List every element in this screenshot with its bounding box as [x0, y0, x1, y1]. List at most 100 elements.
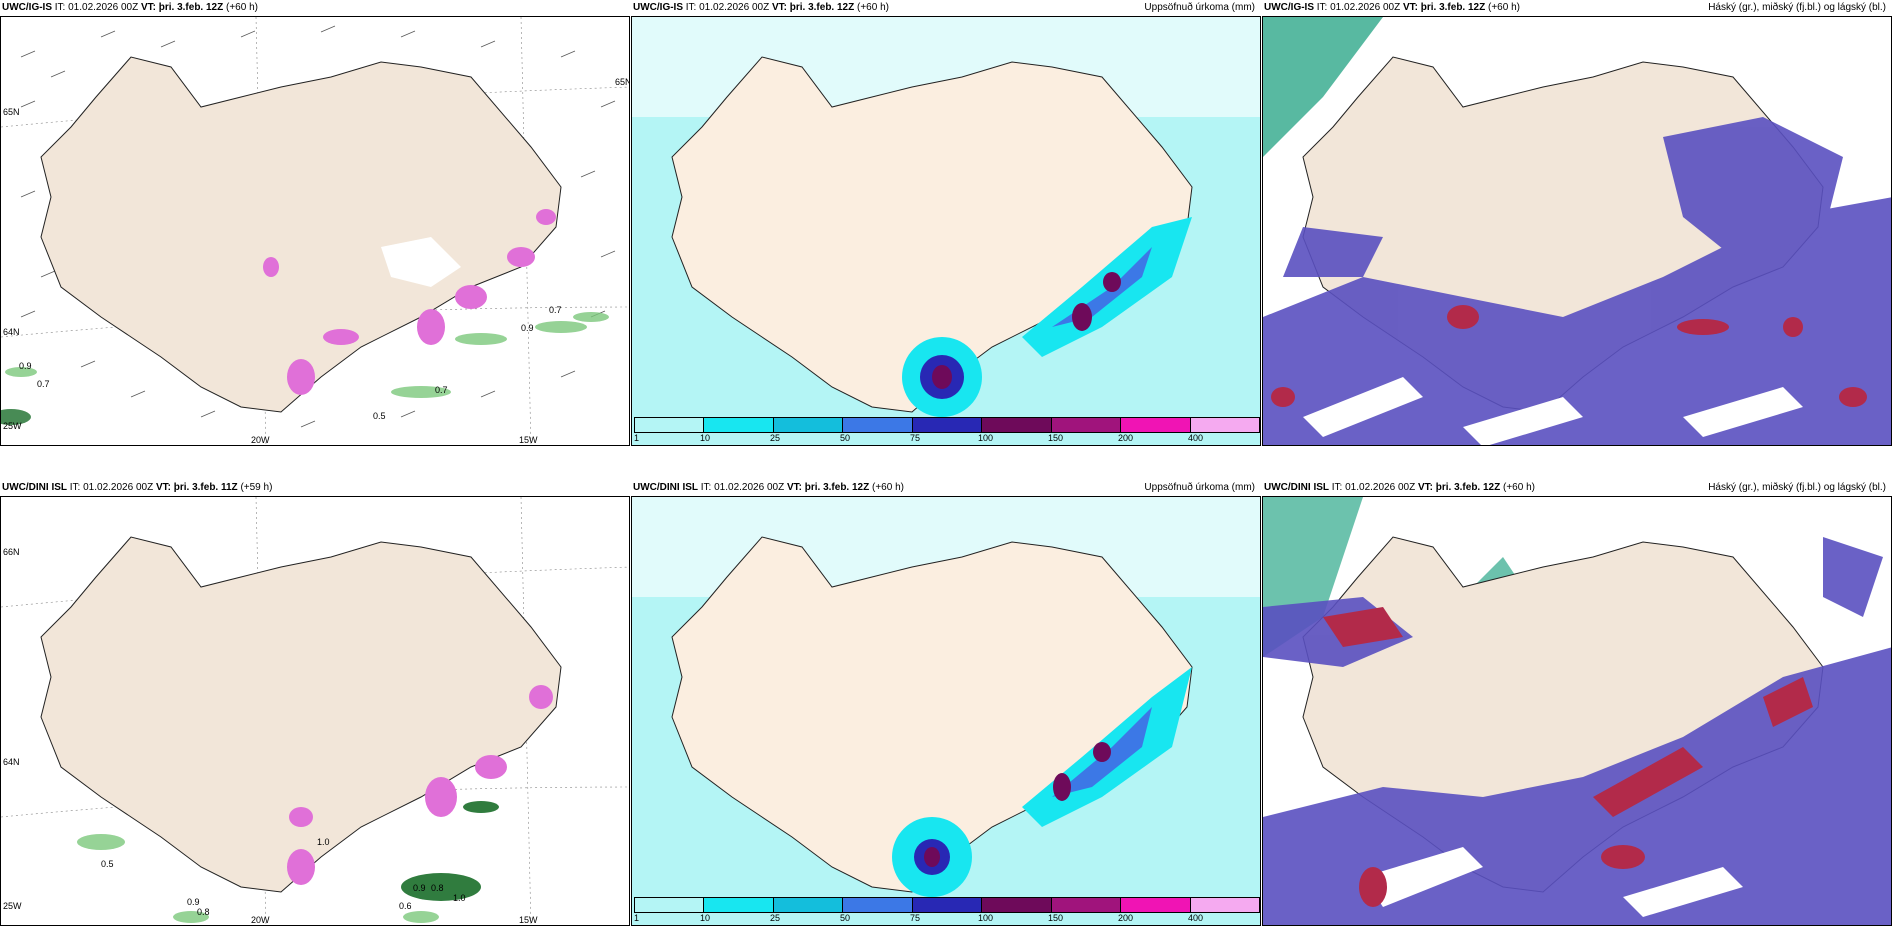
colorbar-tick: 75 [910, 433, 921, 443]
colorbar-cells [634, 417, 1260, 433]
precip-areas [902, 217, 1192, 417]
map-svg [1263, 497, 1891, 925]
vt-label: VT: [786, 482, 802, 493]
colorbar-tick: 150 [1048, 433, 1064, 443]
val-label-4: 0.8 [197, 907, 210, 917]
it-value: 01.02.2026 00Z [699, 2, 770, 13]
clear-sky [1363, 847, 1743, 917]
colorbar-tick: 25 [770, 913, 781, 923]
colorbar-cell [843, 898, 913, 912]
lon-label-20w: 20W [251, 915, 270, 925]
colorbar-tick: 10 [700, 433, 711, 443]
clear-sky [1303, 377, 1803, 445]
colorbar-tick: 200 [1118, 433, 1134, 443]
it-label: IT: [69, 482, 81, 493]
it-label: IT: [54, 2, 66, 13]
snow-areas [287, 685, 553, 885]
iceland-land [40, 56, 562, 413]
vt-value: þri. 3.feb. 12Z [789, 2, 855, 13]
colorbar-cell [982, 898, 1052, 912]
colorbar-cell [912, 418, 983, 432]
val-label-1: 0.5 [101, 859, 114, 869]
val-label-4: 0.9 [521, 323, 534, 333]
colorbar-tick: 1 [634, 433, 640, 443]
val-label-8: 1.0 [317, 837, 330, 847]
lon-label-15w: 15W [519, 915, 538, 925]
colorbar: 1 10 25 50 75 100 150 200 400 [634, 897, 1260, 923]
colorbar-cells [634, 897, 1260, 913]
panel-ig-wind: UWC/IG-IS IT: 01.02.2026 00Z VT: þri. 3.… [0, 0, 630, 446]
colorbar-cell [843, 418, 913, 432]
lead-time: (+60 h) [857, 2, 889, 13]
val-label-1: 0.9 [19, 361, 32, 371]
low-clouds [1323, 607, 1813, 907]
it-value: 01.02.2026 00Z [714, 482, 785, 493]
val-label-2: 0.7 [37, 379, 50, 389]
model-name: UWC/IG-IS [633, 2, 683, 13]
colorbar-cell [1051, 418, 1122, 432]
panel-dini-wind: UWC/DINI ISL IT: 01.02.2026 00Z VT: þri.… [0, 480, 630, 926]
colorbar: 1 10 25 50 75 100 150 200 400 [634, 417, 1260, 443]
lead-time: (+60 h) [1488, 2, 1520, 13]
map-svg [1263, 17, 1891, 445]
model-name: UWC/IG-IS [1264, 2, 1314, 13]
colorbar-cell [704, 898, 774, 912]
model-name: UWC/DINI ISL [2, 482, 67, 493]
val-label-2: 0.9 [413, 883, 426, 893]
model-name: UWC/IG-IS [2, 2, 52, 13]
lon-label-20w: 20W [251, 435, 270, 445]
lat-label-66n: 66N [3, 547, 20, 557]
val-label-5: 0.7 [549, 305, 562, 315]
panel-header: UWC/DINI ISL IT: 01.02.2026 00Z VT: þri.… [2, 480, 628, 496]
colorbar-cell [635, 898, 705, 912]
colorbar-cell [982, 418, 1052, 432]
colorbar-tick: 100 [978, 433, 994, 443]
colorbar-ticks: 1 10 25 50 75 100 150 200 400 [634, 433, 1260, 443]
lat-label-65n-right: 65N [615, 77, 630, 87]
snow-areas [263, 209, 556, 395]
panel-header: UWC/IG-IS IT: 01.02.2026 00Z VT: þri. 3.… [1264, 0, 1890, 16]
vt-value: þri. 3.feb. 12Z [158, 2, 224, 13]
panel-dini-precip: UWC/DINI ISL IT: 01.02.2026 00Z VT: þri.… [631, 480, 1261, 926]
vt-value: þri. 3.feb. 12Z [1420, 2, 1486, 13]
colorbar-cell [1121, 898, 1191, 912]
panel-title: Háský (gr.), miðský (fj.bl.) og lágský (… [1708, 482, 1886, 493]
colorbar-cell [773, 418, 844, 432]
panel-header: UWC/IG-IS IT: 01.02.2026 00Z VT: þri. 3.… [2, 0, 628, 16]
map-svg [1, 17, 629, 445]
lat-label-64n: 64N [3, 757, 20, 767]
vt-label: VT: [771, 2, 787, 13]
colorbar-tick: 1 [634, 913, 640, 923]
it-label: IT: [700, 482, 712, 493]
precip-areas [892, 667, 1192, 897]
colorbar-cell [704, 418, 774, 432]
colorbar-tick: 400 [1188, 913, 1204, 923]
colorbar-cell [912, 898, 983, 912]
val-label-6: 1.0 [453, 893, 466, 903]
it-value: 01.02.2026 00Z [68, 2, 139, 13]
colorbar-tick: 25 [770, 433, 781, 443]
vt-value: þri. 3.feb. 11Z [173, 482, 238, 493]
wind-barbs [20, 25, 616, 428]
colorbar-cell [1051, 898, 1122, 912]
map-wind-snow: 0.9 0.7 0.7 0.9 0.7 0.5 20W 15W 65N 64N … [0, 16, 630, 446]
lon-label-15w: 15W [519, 435, 538, 445]
map-precip: 1 10 25 50 75 100 150 200 400 [631, 16, 1261, 446]
colorbar-tick: 400 [1188, 433, 1204, 443]
colorbar-cell [1121, 418, 1191, 432]
val-label-5: 0.9 [187, 897, 200, 907]
panel-title: Háský (gr.), miðský (fj.bl.) og lágský (… [1708, 2, 1886, 13]
map-clouds [1262, 16, 1892, 446]
panel-dini-clouds: UWC/DINI ISL IT: 01.02.2026 00Z VT: þri.… [1262, 480, 1892, 926]
it-value: 01.02.2026 00Z [1330, 2, 1401, 13]
it-label: IT: [1316, 2, 1328, 13]
lead-time: (+60 h) [1503, 482, 1535, 493]
model-name: UWC/DINI ISL [633, 482, 698, 493]
mid-clouds [1263, 117, 1891, 445]
colorbar-tick: 50 [840, 433, 851, 443]
colorbar-tick: 100 [978, 913, 994, 923]
vt-label: VT: [155, 482, 171, 493]
vt-value: þri. 3.feb. 12Z [1435, 482, 1501, 493]
map-clouds [1262, 496, 1892, 926]
panel-ig-clouds: UWC/IG-IS IT: 01.02.2026 00Z VT: þri. 3.… [1262, 0, 1892, 446]
